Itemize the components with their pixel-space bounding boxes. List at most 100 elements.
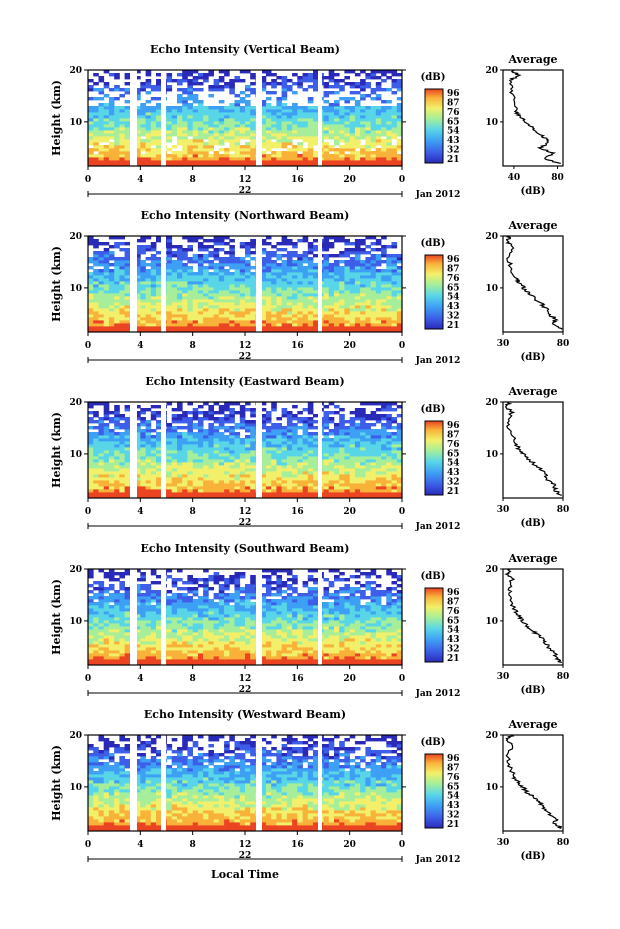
heatmap-cell — [276, 103, 282, 107]
heatmap-cell — [297, 142, 303, 146]
heatmap-cell — [365, 326, 371, 330]
heatmap-cell — [203, 76, 209, 80]
heatmap-cell — [386, 278, 392, 282]
heatmap-cell — [224, 109, 230, 113]
heatmap-cell — [208, 474, 214, 478]
heatmap-cell — [276, 121, 282, 125]
heatmap-cell — [339, 139, 345, 143]
heatmap-cell — [177, 112, 183, 116]
heatmap-cell — [375, 109, 382, 113]
data-gap — [318, 70, 322, 166]
heatmap-cell — [297, 489, 303, 493]
heatmap-cell — [177, 118, 183, 122]
heatmap-cell — [360, 94, 366, 98]
heatmap-cell — [307, 127, 314, 131]
heatmap-cell — [150, 411, 157, 415]
heatmap-cell — [93, 254, 99, 258]
heatmap-cell — [349, 163, 356, 167]
heatmap-cell — [265, 426, 272, 430]
heatmap-cell — [119, 236, 125, 240]
heatmap-cell — [150, 263, 157, 267]
heatmap-cell — [328, 73, 335, 77]
heatmap-cell — [328, 91, 335, 95]
heatmap-cell — [93, 281, 99, 285]
heatmap-cell — [171, 453, 178, 457]
heatmap-cell — [124, 269, 131, 273]
heatmap-cell — [386, 106, 392, 110]
heatmap-cell — [344, 130, 350, 134]
colorbar-tick-label: 32 — [447, 478, 460, 488]
heatmap-cell — [124, 314, 131, 318]
heatmap-cell — [313, 438, 319, 442]
heatmap-cell — [381, 489, 387, 493]
heatmap-cell — [292, 290, 298, 294]
heatmap-cell — [114, 145, 120, 149]
heatmap-cell — [197, 465, 204, 469]
heatmap-cell — [192, 148, 199, 152]
heatmap-cell — [370, 429, 377, 433]
heatmap-cell — [177, 133, 183, 137]
heatmap-cell — [292, 444, 298, 448]
heatmap-cell — [375, 477, 382, 481]
heatmap-cell — [150, 320, 157, 324]
heatmap-cell — [166, 432, 173, 436]
heatmap-cell — [265, 435, 272, 439]
heatmap-cell — [292, 91, 298, 95]
heatmap-cell — [229, 438, 235, 442]
heatmap-cell — [229, 323, 235, 327]
heatmap-cell — [197, 438, 204, 442]
heatmap-cell — [381, 474, 387, 478]
heatmap-cell — [98, 124, 105, 128]
heatmap-cell — [192, 254, 199, 258]
heatmap-cell — [239, 447, 246, 451]
heatmap-cell — [260, 103, 267, 107]
heatmap-cell — [339, 474, 345, 478]
heatmap-cell — [187, 441, 193, 445]
heatmap-cell — [88, 118, 94, 122]
heatmap-cell — [192, 97, 199, 101]
heatmap-cell — [386, 275, 392, 279]
colorbar-tick-label: 65 — [447, 283, 460, 293]
heatmap-cell — [156, 444, 162, 448]
heatmap-cell — [328, 130, 335, 134]
heatmap-cell — [218, 263, 225, 267]
heatmap-cell — [276, 450, 282, 454]
heatmap-cell — [119, 417, 125, 421]
heatmap-cell — [313, 308, 319, 312]
heatmap-cell — [224, 151, 230, 155]
heatmap-cell — [286, 320, 293, 324]
heatmap-cell — [140, 139, 146, 143]
heatmap-cell — [297, 465, 303, 469]
heatmap-cell — [349, 462, 356, 466]
heatmap-cell — [313, 272, 319, 276]
heatmap-cell — [292, 429, 298, 433]
heatmap-cell — [140, 157, 146, 161]
heatmap-cell — [365, 402, 371, 406]
heatmap-cell — [156, 426, 162, 430]
heatmap-cell — [354, 260, 361, 264]
heatmap-cell — [349, 296, 356, 300]
heatmap-cell — [375, 438, 382, 442]
heatmap-cell — [192, 272, 199, 276]
heatmap-cell — [323, 106, 330, 110]
heatmap-cell — [265, 157, 272, 161]
heatmap-cell — [135, 109, 141, 113]
heatmap-cell — [349, 495, 356, 499]
heatmap-cell — [135, 468, 141, 472]
heatmap-cell — [302, 432, 309, 436]
heatmap-cell — [334, 236, 340, 240]
heatmap-cell — [192, 275, 199, 279]
heatmap-cell — [250, 278, 256, 282]
heatmap-cell — [145, 456, 152, 460]
heatmap-cell — [156, 287, 162, 291]
heatmap-cell — [250, 438, 256, 442]
heatmap-cell — [224, 420, 230, 424]
heatmap-cell — [360, 79, 366, 83]
heatmap-cell — [265, 115, 272, 119]
heatmap-cell — [119, 118, 125, 122]
heatmap-cell — [229, 296, 235, 300]
heatmap-cell — [386, 260, 392, 264]
heatmap-cell — [208, 163, 214, 167]
heatmap-cell — [365, 320, 371, 324]
heatmap-cell — [177, 302, 183, 306]
